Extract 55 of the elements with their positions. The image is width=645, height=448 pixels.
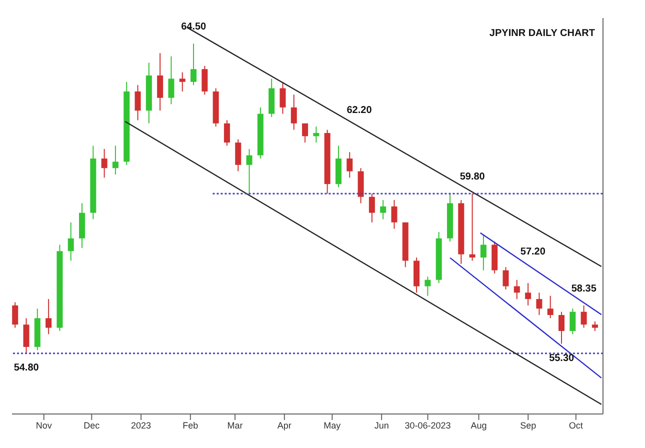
candlestick — [168, 56, 174, 105]
candlestick — [514, 279, 520, 300]
candlestick — [280, 81, 286, 114]
candlestick — [224, 120, 230, 146]
x-tick-label: Sep — [520, 420, 536, 430]
x-tick-label: Mar — [227, 420, 243, 430]
x-tick-label: Apr — [277, 420, 292, 430]
candlestick — [502, 266, 509, 290]
candlestick — [391, 200, 398, 230]
candlestick — [12, 302, 18, 328]
x-tick-label: Oct — [568, 420, 584, 430]
x-tick-label: Aug — [470, 420, 487, 430]
candlestick — [480, 234, 486, 271]
candlestick — [313, 126, 320, 144]
x-tick-label: Feb — [182, 420, 198, 430]
annotation: 64.50 — [181, 22, 207, 33]
candlestick — [112, 145, 118, 175]
candlestick — [179, 72, 186, 92]
candlestick — [23, 318, 30, 354]
candlestick — [547, 295, 554, 319]
candlestick — [570, 308, 576, 335]
candlestick — [592, 320, 598, 332]
text: JPYINR DAILY CHART — [489, 28, 595, 39]
x-tick-label: Dec — [84, 420, 100, 430]
annotation: 55.30 — [549, 352, 575, 364]
candlestick — [134, 84, 141, 121]
candlestick — [157, 52, 164, 112]
candlestick — [235, 138, 242, 172]
candlestick — [525, 282, 532, 306]
candlestick — [424, 276, 431, 296]
annotation: 62.20 — [346, 104, 372, 116]
candlestick — [68, 222, 74, 262]
candlestick — [346, 152, 353, 178]
candlestick — [101, 148, 108, 178]
candlestick — [580, 304, 587, 328]
x-tick-label: 30-06-2023 — [404, 420, 451, 430]
annotation: 54.80 — [14, 362, 40, 374]
x-tick-label: Jun — [374, 420, 389, 430]
candlestick — [246, 148, 252, 194]
candlestick — [46, 298, 52, 335]
candlestick — [368, 193, 375, 223]
annotation: 57.20 — [520, 246, 546, 258]
x-tick-label: Nov — [36, 420, 52, 430]
x-tick-label: 2023 — [131, 420, 152, 430]
candlestick — [190, 43, 197, 86]
candlestick — [380, 200, 386, 220]
candlestick — [536, 292, 542, 316]
candlestick — [302, 122, 308, 144]
annotation: 58.35 — [571, 283, 597, 294]
candlestick — [469, 193, 476, 262]
candlestick — [558, 311, 565, 344]
candlestick — [202, 65, 208, 96]
candlestick — [290, 94, 297, 130]
annotation: 59.80 — [460, 172, 486, 183]
x-tick-label: May — [324, 420, 342, 430]
